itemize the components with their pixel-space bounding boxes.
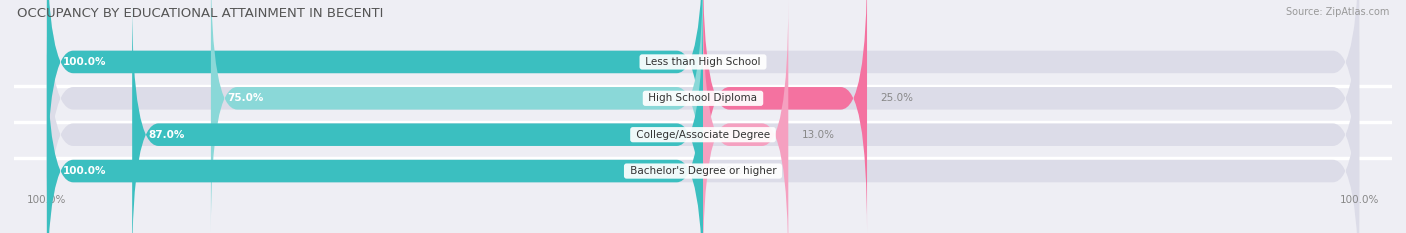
FancyBboxPatch shape — [46, 37, 1360, 233]
Text: Bachelor's Degree or higher: Bachelor's Degree or higher — [627, 166, 779, 176]
Text: High School Diploma: High School Diploma — [645, 93, 761, 103]
FancyBboxPatch shape — [46, 0, 1360, 233]
Text: 25.0%: 25.0% — [880, 93, 912, 103]
FancyBboxPatch shape — [211, 0, 703, 233]
FancyBboxPatch shape — [132, 0, 703, 233]
Text: OCCUPANCY BY EDUCATIONAL ATTAINMENT IN BECENTI: OCCUPANCY BY EDUCATIONAL ATTAINMENT IN B… — [17, 7, 384, 20]
Text: 0.0%: 0.0% — [716, 57, 742, 67]
Text: 75.0%: 75.0% — [228, 93, 264, 103]
FancyBboxPatch shape — [703, 0, 789, 233]
Text: 0.0%: 0.0% — [716, 166, 742, 176]
FancyBboxPatch shape — [46, 37, 703, 233]
Text: College/Associate Degree: College/Associate Degree — [633, 130, 773, 140]
FancyBboxPatch shape — [703, 0, 868, 233]
Text: 13.0%: 13.0% — [801, 130, 834, 140]
Text: 100.0%: 100.0% — [63, 166, 107, 176]
Text: Source: ZipAtlas.com: Source: ZipAtlas.com — [1285, 7, 1389, 17]
FancyBboxPatch shape — [46, 0, 703, 196]
Text: 87.0%: 87.0% — [149, 130, 186, 140]
FancyBboxPatch shape — [46, 0, 1360, 196]
Text: Less than High School: Less than High School — [643, 57, 763, 67]
FancyBboxPatch shape — [46, 0, 1360, 233]
Text: 100.0%: 100.0% — [63, 57, 107, 67]
